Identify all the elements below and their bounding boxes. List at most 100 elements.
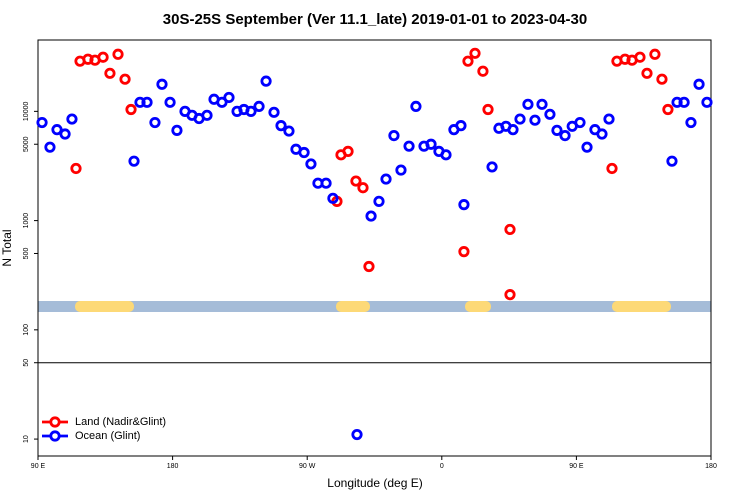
data-point [298,146,310,159]
data-point [350,175,362,187]
data-point [156,78,168,90]
data-point [514,113,526,125]
x-tick-label: 180 [167,463,179,470]
y-tick-label: 100 [23,324,30,336]
y-axis-label: N Total [0,229,14,266]
data-point [119,73,131,85]
x-axis-label: Longitude (deg E) [327,476,422,490]
y-tick-label: 10000 [23,102,30,122]
legend-label: Ocean (Glint) [75,430,140,442]
plot-frame [37,39,712,457]
y-tick-label: 1000 [23,213,30,229]
data-point [482,103,494,116]
y-tick-label: 10 [23,435,30,443]
data-point [455,120,467,132]
data-point [51,124,63,136]
land-band [612,301,671,312]
x-tick-label: 90 E [31,463,46,470]
data-point [128,155,140,167]
data-point [357,182,369,194]
y-tick-label: 50 [23,359,30,367]
data-point [112,48,124,60]
data-point [125,103,137,116]
land-band [336,301,370,312]
data-point [70,162,82,175]
data-point [477,65,489,77]
ocean-band [38,301,711,312]
x-tick-label: 0 [440,463,444,470]
data-point [395,164,407,176]
data-point [507,124,519,136]
data-point [253,100,265,113]
data-point [504,223,516,236]
data-point [388,129,400,142]
data-point [701,96,713,108]
data-point [504,289,516,301]
y-tick-label: 5000 [23,136,30,152]
data-point [536,98,548,110]
data-point [351,428,363,441]
data-point [410,100,422,113]
data-point [425,138,437,150]
data-point [403,140,415,152]
data-point [245,105,257,117]
land-band [465,301,491,312]
data-point [662,103,674,116]
data-point [641,67,653,79]
data-point [606,162,618,175]
data-point [551,124,563,136]
land-band [75,301,134,312]
data-point [327,192,339,204]
legend-marker [49,416,61,428]
data-point [559,129,571,142]
data-point [97,51,109,63]
data-point [486,161,498,173]
data-point [149,116,161,129]
data-point [268,106,280,118]
data-point [164,96,176,108]
data-point [656,73,668,85]
data-point [693,78,705,90]
data-point [44,141,56,153]
data-point [223,91,235,104]
x-tick-label: 180 [705,463,717,470]
data-point [66,113,78,125]
data-point [458,199,470,211]
data-point [216,96,228,108]
data-point [649,48,661,60]
data-point [380,173,392,185]
data-point [260,75,272,87]
data-point [666,155,678,167]
data-point [462,55,474,67]
data-point [522,98,534,110]
y-tick-label: 500 [23,248,30,260]
x-tick-label: 90 E [569,463,584,470]
data-point [104,67,116,79]
data-point [596,128,608,140]
data-point [529,114,541,126]
data-point [365,210,377,222]
data-point [469,47,481,59]
data-point [544,108,556,120]
data-point [36,116,48,129]
data-point [275,120,287,132]
data-point [581,141,593,153]
data-point [574,116,586,129]
data-point [59,128,71,140]
data-point [201,109,213,121]
data-point [342,145,354,157]
data-point [171,124,183,136]
data-point [141,96,153,108]
data-point [603,113,615,125]
data-point [458,246,470,258]
data-point [634,51,646,63]
data-point [678,96,690,108]
data-point [685,116,697,129]
data-point [440,149,452,161]
x-tick-label: 90 W [299,463,316,470]
data-point [373,195,385,207]
chart-title: 30S-25S September (Ver 11.1_late) 2019-0… [163,11,587,28]
data-point [363,260,375,273]
